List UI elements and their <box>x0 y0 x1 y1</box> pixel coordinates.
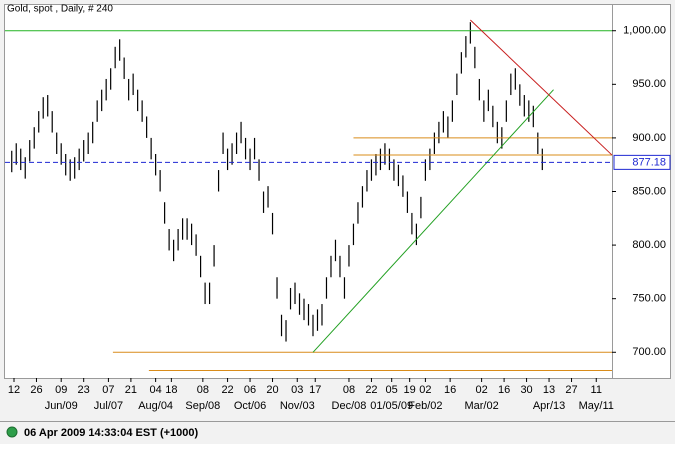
x-tick-label: 26 <box>30 384 42 396</box>
x-tick-label: 23 <box>78 384 90 396</box>
y-axis-area <box>612 4 671 379</box>
x-tick-label: 16 <box>498 384 510 396</box>
status-icon <box>6 426 18 438</box>
x-tick-label: 02 <box>475 384 487 396</box>
x-tick-label: 09 <box>55 384 67 396</box>
x-tick-label: 30 <box>520 384 532 396</box>
x-tick-label: 17 <box>309 384 321 396</box>
x-tick-label: 08 <box>197 384 209 396</box>
x-tick-label: 22 <box>221 384 233 396</box>
x-tick-label: 27 <box>565 384 577 396</box>
x-tick-label: 21 <box>125 384 137 396</box>
x-period-label: Mar/02 <box>464 400 498 412</box>
last-price-box <box>613 154 671 170</box>
x-tick-label: 18 <box>165 384 177 396</box>
x-period-label: Sep/08 <box>185 400 220 412</box>
y-tick-label: 850.00 <box>632 185 666 197</box>
x-tick-label: 12 <box>8 384 20 396</box>
footer-timestamp: 06 Apr 2009 14:33:04 EST (+1000) <box>24 427 199 439</box>
x-tick-label: 05 <box>386 384 398 396</box>
x-period-label: Aug/04 <box>138 400 173 412</box>
y-tick-label: 750.00 <box>632 293 666 305</box>
y-tick-label: 1,000.00 <box>623 25 666 37</box>
x-tick-label: 11 <box>591 384 602 396</box>
x-period-label: Apr/13 <box>533 400 565 412</box>
x-tick-label: 20 <box>266 384 278 396</box>
x-period-label: May/11 <box>579 400 614 412</box>
y-tick-label: 950.00 <box>632 78 666 90</box>
x-tick-label: 13 <box>543 384 555 396</box>
x-period-label: Jun/09 <box>45 400 78 412</box>
x-tick-label: 07 <box>102 384 114 396</box>
x-tick-label: 08 <box>343 384 355 396</box>
x-tick-label: 03 <box>291 384 303 396</box>
x-period-label: Oct/06 <box>234 400 266 412</box>
x-period-label: Feb/02 <box>408 400 442 412</box>
x-tick-label: 04 <box>150 384 162 396</box>
x-tick-label: 16 <box>444 384 456 396</box>
chart-title: Gold, spot , Daily, # 240 <box>7 4 113 15</box>
x-period-label: Nov/03 <box>280 400 315 412</box>
trend-line <box>470 19 613 156</box>
x-tick-label: 06 <box>244 384 256 396</box>
x-period-label: Dec/08 <box>332 400 367 412</box>
x-tick-label: 22 <box>365 384 377 396</box>
y-tick-label: 900.00 <box>632 132 666 144</box>
x-period-label: Jul/07 <box>94 400 123 412</box>
last-price-label: 877.18 <box>632 156 666 168</box>
x-tick-label: 19 <box>404 384 416 396</box>
x-period-label: 01/05/09 <box>370 400 413 412</box>
y-tick-label: 800.00 <box>632 239 666 251</box>
y-tick-label: 700.00 <box>632 346 666 358</box>
x-tick-label: 02 <box>419 384 431 396</box>
trend-line <box>312 89 554 353</box>
